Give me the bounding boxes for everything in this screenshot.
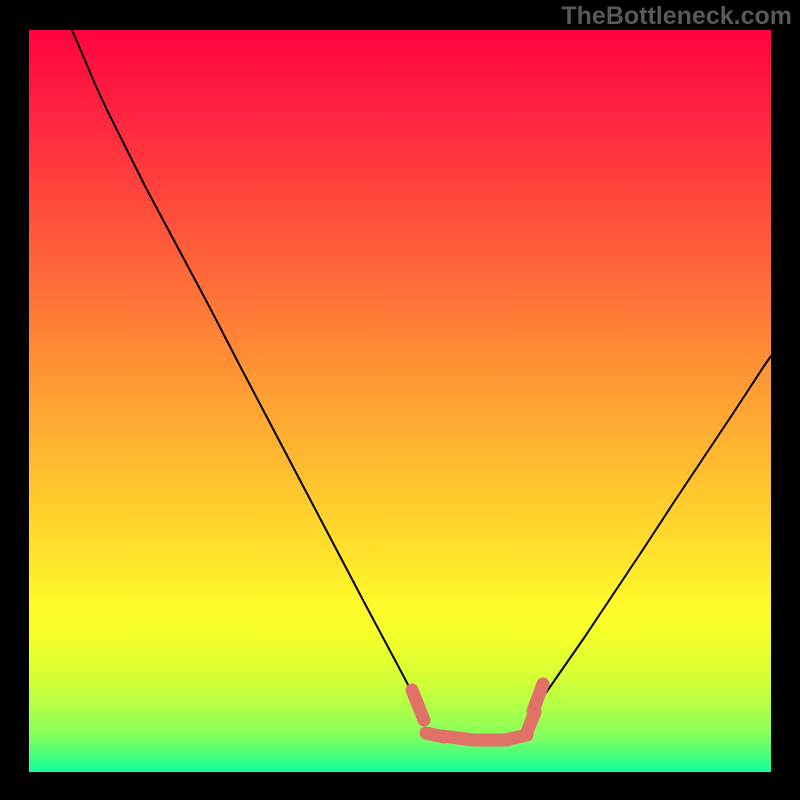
- gradient-background: [29, 30, 771, 772]
- chart-svg: [29, 30, 771, 772]
- plot-area: [29, 30, 771, 772]
- watermark-text: TheBottleneck.com: [561, 2, 792, 31]
